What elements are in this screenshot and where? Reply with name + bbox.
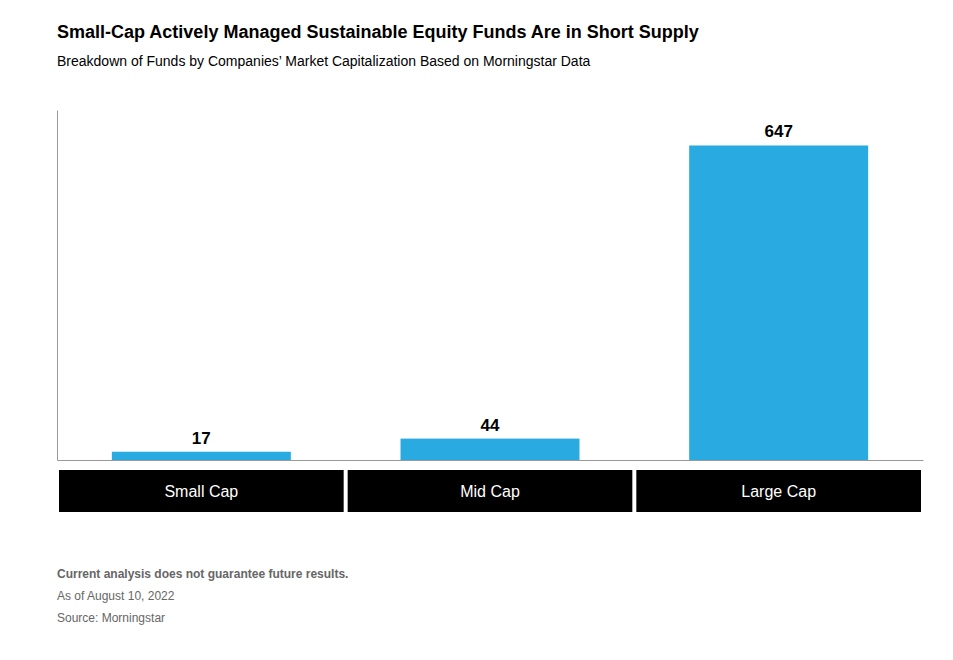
- bar: [112, 452, 291, 460]
- category-box: [348, 470, 633, 512]
- x-tick: Small Cap: [59, 470, 344, 512]
- footnote: As of August 10, 2022: [57, 589, 175, 603]
- bar: [689, 145, 868, 460]
- bars: [112, 145, 868, 460]
- chart: Small-Cap Actively Managed Sustainable E…: [0, 0, 953, 660]
- category-box: [636, 470, 921, 512]
- subtitle: Breakdown of Funds by Companies’ Market …: [57, 53, 591, 69]
- y-axis: [57, 111, 58, 461]
- x-axis-line: [58, 460, 924, 461]
- footnote: Current analysis does not guarantee futu…: [57, 567, 348, 581]
- x-tick-label: Mid Cap: [460, 483, 520, 500]
- footnote: Source: Morningstar: [57, 611, 165, 625]
- x-tick-label: Small Cap: [164, 483, 238, 500]
- category-box: [59, 470, 344, 512]
- x-axis: Small Cap Mid Cap Large Cap: [58, 461, 924, 513]
- footnotes: Current analysis does not guarantee futu…: [57, 567, 348, 625]
- data-labels: 17 44 647: [192, 122, 793, 447]
- data-label: 647: [764, 122, 792, 141]
- data-label: 17: [192, 429, 211, 448]
- y-axis-line: [57, 111, 58, 461]
- x-tick: Mid Cap: [348, 470, 633, 512]
- x-tick-label: Large Cap: [741, 483, 816, 500]
- bar: [401, 439, 580, 460]
- data-label: 44: [481, 416, 500, 435]
- title: Small-Cap Actively Managed Sustainable E…: [57, 22, 699, 42]
- x-tick: Large Cap: [636, 470, 921, 512]
